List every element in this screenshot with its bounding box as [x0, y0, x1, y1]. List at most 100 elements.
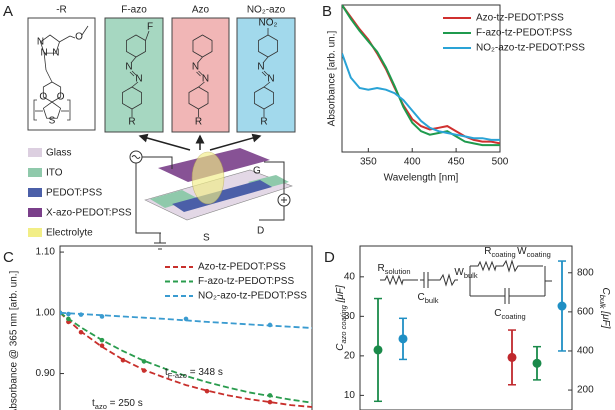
- y-axis-label: Absorbance @ 365 nm [arb. un.]: [9, 270, 20, 410]
- series-group: [342, 5, 500, 147]
- atom-label: N: [125, 62, 132, 73]
- circuit-label-sub: coating: [492, 250, 516, 259]
- circuit-label-sub: bulk: [425, 296, 439, 305]
- data-point: [66, 311, 71, 317]
- molecule-title: F-azo: [121, 5, 147, 16]
- bond: [263, 70, 269, 76]
- data-point: [141, 368, 147, 373]
- bond: [131, 81, 139, 88]
- thiophene-ring: [42, 101, 62, 119]
- legend-label: NO₂-azo-tz-PEDOT:PSS: [198, 291, 307, 302]
- y-tick-label: 0.90: [36, 368, 56, 379]
- layer-label: PEDOT:PSS: [46, 188, 102, 199]
- y-axis-label-main: C: [335, 343, 346, 351]
- bond: [131, 70, 137, 76]
- layer-label: Glass: [46, 148, 72, 159]
- atom-label: N: [37, 37, 44, 48]
- y-tick-label: 1.00: [36, 307, 56, 318]
- arrow: [138, 133, 191, 151]
- bond: [130, 56, 137, 64]
- terminal-label: G: [253, 166, 261, 177]
- atom-label: N: [267, 74, 274, 85]
- bond: [198, 70, 203, 76]
- molecule-box: [171, 17, 230, 133]
- layer-label: ITO: [46, 168, 63, 179]
- data-point: [398, 334, 408, 344]
- device: [129, 148, 293, 250]
- fit-line: [60, 312, 312, 408]
- panel-label: C: [3, 249, 14, 266]
- atom-label: O: [75, 32, 83, 43]
- circuit-label-main: W: [517, 246, 527, 257]
- terminal-label: S: [203, 233, 210, 244]
- legend-label: F-azo-tz-PEDOT:PSS: [198, 276, 294, 287]
- data-point: [532, 358, 542, 368]
- circuit-label-sub: coating: [527, 250, 551, 259]
- circuit-label-main: R: [484, 246, 491, 257]
- data-point: [204, 388, 210, 394]
- data-point: [373, 345, 383, 355]
- circuit-label: Rsolution: [377, 263, 410, 277]
- series-line: [342, 5, 500, 145]
- y-tick-label: 10: [344, 390, 356, 401]
- data-point: [557, 301, 567, 311]
- circuit-label-main: C: [494, 308, 501, 319]
- x-tick-label: 350: [360, 157, 377, 168]
- y-axis-label-rest: [μF]: [335, 285, 346, 305]
- bond: [262, 56, 269, 64]
- terminal-label: D: [257, 226, 264, 237]
- legend-swatch: [28, 228, 42, 237]
- layer-label: X-azo-PEDOT:PSS: [46, 208, 132, 219]
- data-point: [120, 357, 126, 363]
- panel-a-drawing: [27, 17, 296, 250]
- legend-swatch: [28, 148, 42, 157]
- bond: [69, 35, 76, 39]
- arrow: [209, 133, 262, 151]
- atom-label: N: [202, 74, 209, 85]
- atom-label: N: [40, 48, 47, 59]
- atom-label: R: [128, 117, 135, 128]
- annotation-sub: F-azo: [168, 371, 187, 380]
- x-tick-label: 500: [492, 157, 509, 168]
- data-point: [78, 329, 84, 335]
- atom-label: N: [135, 74, 142, 85]
- y2-tick-label: 400: [577, 346, 594, 357]
- atom-label: S: [49, 116, 56, 127]
- circuit-label: Cbulk: [418, 292, 439, 306]
- panel-label: A: [3, 3, 13, 20]
- legend-label: F-azo-tz-PEDOT:PSS: [476, 28, 572, 39]
- x-tick-label: 400: [404, 157, 421, 168]
- circuit-label: Rcoating: [484, 246, 515, 260]
- circuit-label-main: R: [377, 263, 384, 274]
- molecule-box: [27, 17, 96, 131]
- atom-label: N: [192, 62, 199, 73]
- y2-axis-label-rest: [μF]: [600, 309, 611, 329]
- y-axis-label-sub: azo coating: [339, 304, 348, 343]
- bond: [197, 56, 203, 64]
- legend-swatch: [28, 168, 42, 177]
- data-point: [78, 312, 84, 317]
- fit-line: [60, 312, 312, 404]
- annotation-rest: = 348 s: [187, 367, 223, 378]
- series-line: [342, 5, 500, 147]
- bond: [145, 30, 150, 41]
- y2-axis-label: Cbulk [μF]: [598, 288, 612, 329]
- circuit-label-main: C: [418, 292, 425, 303]
- atom-label: NO₂: [259, 18, 278, 29]
- molecule-box: [104, 17, 164, 133]
- bracket: [33, 99, 71, 121]
- atom-label: N: [52, 48, 59, 59]
- legend-swatch: [28, 208, 42, 217]
- y-tick-label: 1.10: [36, 247, 56, 258]
- data-point: [507, 352, 517, 362]
- data-point: [141, 359, 147, 364]
- legend-label: NO₂-azo-tz-PEDOT:PSS: [476, 43, 585, 54]
- bond: [263, 81, 271, 88]
- atom-label: R: [260, 117, 267, 128]
- circuit: [380, 259, 552, 304]
- bond: [59, 35, 71, 43]
- atom-label: F: [147, 22, 153, 33]
- molecule-title: Azo: [192, 5, 210, 16]
- layer-label: Electrolyte: [46, 228, 93, 239]
- data-point: [267, 393, 273, 398]
